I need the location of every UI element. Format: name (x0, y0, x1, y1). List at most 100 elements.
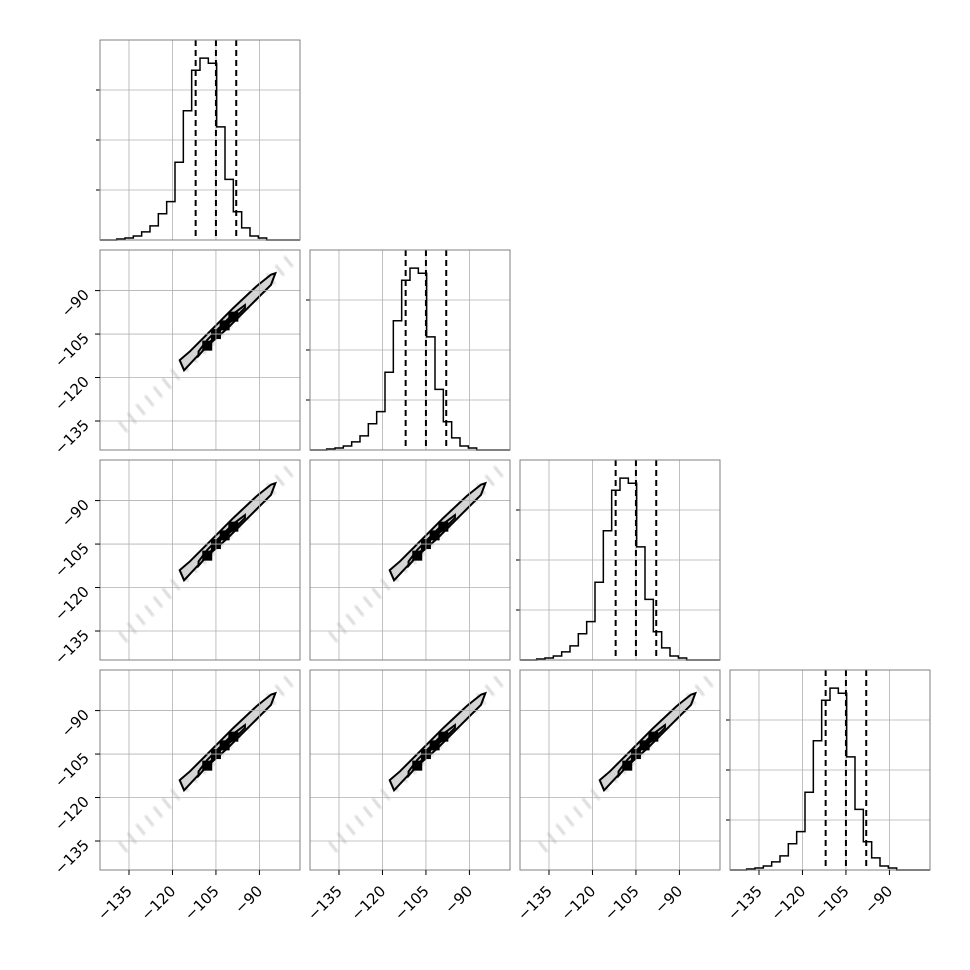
scatter-point (379, 788, 384, 793)
scatter-point (161, 376, 166, 381)
scatter-point (347, 615, 352, 620)
scatter-point (605, 788, 610, 793)
scatter-point (153, 597, 158, 602)
scatter-point (284, 676, 289, 681)
scatter-point (171, 789, 176, 794)
scatter-point (202, 560, 207, 565)
scatter-point (497, 471, 502, 476)
scatter-point (336, 621, 341, 626)
scatter-point (129, 626, 134, 631)
scatter-point (152, 385, 157, 390)
scatter-point (122, 846, 127, 851)
scatter-point (487, 688, 492, 693)
scatter-point (358, 610, 363, 615)
scatter-point (133, 420, 138, 425)
scatter-point (362, 595, 367, 600)
scatter-point (349, 828, 354, 833)
scatter-point (286, 259, 291, 264)
scatter-point (135, 823, 140, 828)
scatter-point (144, 815, 149, 820)
scatter-point (558, 827, 563, 832)
scatter-point (563, 814, 568, 819)
scatter-point (117, 840, 122, 845)
scatter-point (276, 686, 281, 691)
scatter-point (154, 388, 159, 393)
scatter-point (117, 420, 122, 425)
scatter-point (153, 807, 158, 812)
scatter-point (285, 678, 290, 683)
scatter-point (163, 799, 168, 804)
scatter-point (564, 815, 569, 820)
scatter-point (280, 271, 285, 276)
scatter-point (332, 846, 337, 851)
scatter-point (126, 411, 131, 416)
scatter-point (692, 701, 697, 706)
scatter-point (486, 686, 491, 691)
scatter-point (286, 679, 291, 684)
scatter-point (364, 598, 369, 603)
scatter-point (404, 569, 409, 574)
scatter-point (581, 796, 586, 801)
scatter-panel-1-3 (99, 459, 301, 661)
scatter-point (148, 820, 153, 825)
scatter-point (698, 689, 703, 694)
scatter-point (168, 385, 173, 390)
scatter-point (122, 636, 127, 641)
scatter-point (491, 482, 496, 487)
x-tick-label: −90 (651, 882, 686, 917)
scatter-point (135, 403, 140, 408)
density-peak (429, 740, 440, 751)
x-tick-label: −135 (304, 882, 346, 924)
scatter-point (166, 384, 171, 389)
scatter-point (343, 840, 348, 845)
scatter-point (289, 473, 294, 478)
density-peak (219, 320, 230, 331)
scatter-point (557, 825, 562, 830)
scatter-point (341, 837, 346, 842)
scatter-point (327, 630, 332, 635)
scatter-point (149, 821, 154, 826)
scatter-point (162, 798, 167, 803)
scatter-point (586, 804, 591, 809)
scatter-point (284, 466, 289, 471)
scatter-point (155, 810, 160, 815)
scatter-point (696, 686, 701, 691)
scatter-point (331, 844, 336, 849)
panel-frame (309, 459, 511, 661)
scatter-point (352, 831, 357, 836)
scatter-point (375, 802, 380, 807)
scatter-point (372, 798, 377, 803)
scatter-point (341, 627, 346, 632)
scatter-point (272, 281, 277, 286)
scatter-point (280, 481, 285, 486)
scatter-point (136, 614, 141, 619)
scatter-point (153, 387, 158, 392)
scatter-point (384, 794, 389, 799)
histogram-step-3 (520, 477, 720, 661)
x-tick-label: −120 (137, 882, 179, 924)
y-tick-label: −135 (51, 836, 93, 878)
scatter-point (133, 840, 138, 845)
scatter-point (272, 701, 277, 706)
scatter-point (486, 476, 491, 481)
scatter-point (494, 466, 499, 471)
scatter-point (157, 811, 162, 816)
scatter-point (383, 792, 388, 797)
scatter-point (185, 578, 190, 583)
scatter-point (165, 592, 170, 597)
scatter-point (372, 588, 377, 593)
scatter-point (337, 623, 342, 628)
scatter-point (185, 788, 190, 793)
panel-frame (99, 459, 301, 661)
y-tick-label: −135 (51, 416, 93, 458)
scatter-point (158, 392, 163, 397)
scatter-point (155, 600, 160, 605)
scatter-point (559, 828, 564, 833)
y-tick-label: −90 (58, 706, 93, 741)
scatter-point (378, 805, 383, 810)
scatter-point (127, 833, 132, 838)
scatter-point (484, 473, 489, 478)
scatter-point (382, 581, 387, 586)
scatter-point (124, 849, 129, 854)
scatter-point (278, 269, 283, 274)
